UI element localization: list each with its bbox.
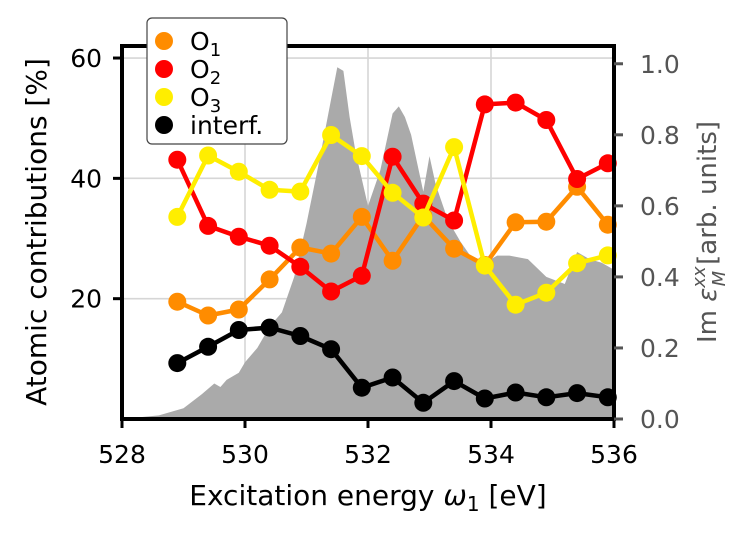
data-point (475, 256, 494, 275)
data-point (352, 147, 371, 166)
data-point (383, 368, 402, 387)
data-point (537, 283, 556, 302)
data-point (506, 93, 525, 112)
data-point (537, 111, 556, 129)
data-point (322, 126, 341, 144)
data-point (322, 244, 341, 263)
data-point (291, 257, 310, 276)
data-point (506, 295, 525, 314)
svg-text:interf.: interf. (190, 111, 263, 140)
x-axis-title: Excitation energy ω1 [eV] (189, 479, 546, 516)
data-point (445, 372, 464, 391)
series-interf (168, 318, 617, 412)
data-point (537, 212, 556, 231)
data-point (229, 300, 248, 319)
data-point (568, 170, 587, 188)
data-point (168, 354, 187, 373)
data-point (229, 162, 248, 181)
y2-tick-label: 0.4 (640, 263, 680, 292)
legend-marker-o1 (155, 32, 173, 50)
legend-marker-o3 (155, 88, 173, 106)
x-tick-label: 534 (467, 440, 515, 469)
x-tick-label: 536 (590, 440, 638, 469)
svg-text:O1: O1 (190, 27, 221, 61)
data-point (352, 378, 371, 397)
data-point (199, 306, 218, 325)
legend-entry-o3: O3 (155, 83, 221, 117)
data-point (568, 254, 587, 273)
y2-axis-title: Im εxxM[arb. units] (689, 121, 730, 343)
data-point (445, 138, 464, 157)
data-point (168, 150, 187, 169)
y2-tick-label: 1.0 (640, 50, 680, 79)
series-o3 (168, 126, 617, 314)
data-point (322, 282, 341, 301)
legend-frame (146, 17, 288, 145)
data-point (291, 327, 310, 345)
data-point (260, 236, 279, 255)
data-point (229, 321, 248, 339)
data-point (475, 389, 494, 408)
legend: O1 O2 O3 interf. (146, 17, 288, 145)
data-point (260, 318, 279, 337)
y2-tick-label: 0.2 (640, 334, 680, 363)
data-point (168, 292, 187, 311)
ticks: 528 530 532 534 536 20 40 60 0.0 0.2 0.4 0.6 0.8 1.0 (70, 44, 680, 469)
data-point (352, 207, 371, 226)
data-point (414, 393, 433, 412)
data-point (229, 227, 248, 246)
data-point (291, 182, 310, 201)
data-point (383, 251, 402, 270)
legend-entry-o1: O1 (155, 27, 221, 61)
svg-text:O3: O3 (190, 83, 221, 117)
data-point (322, 340, 341, 359)
data-point (445, 211, 464, 230)
data-point (352, 266, 371, 285)
legend-entry-interf: interf. (155, 111, 263, 140)
data-point (506, 383, 525, 402)
data-point (260, 180, 279, 199)
data-point (445, 239, 464, 258)
legend-marker-interf (155, 116, 173, 134)
series-layer (168, 93, 617, 412)
data-point (383, 147, 402, 166)
y2-tick-label: 0.0 (640, 405, 680, 434)
svg-text:O2: O2 (190, 55, 221, 89)
data-point (414, 208, 433, 227)
x-tick-label: 528 (98, 440, 146, 469)
data-point (199, 216, 218, 235)
data-point (291, 238, 310, 257)
data-point (168, 207, 187, 226)
legend-marker-o2 (155, 60, 173, 78)
y2-tick-label: 0.6 (640, 192, 680, 221)
y-tick-label: 40 (70, 164, 102, 193)
data-point (199, 337, 218, 356)
data-point (199, 146, 218, 165)
legend-entry-o2: O2 (155, 55, 221, 89)
data-point (537, 388, 556, 407)
data-point (260, 270, 279, 289)
y-axis-title: Atomic contributions [%] (20, 58, 53, 406)
data-point (568, 384, 587, 403)
x-tick-label: 532 (344, 440, 392, 469)
y-tick-label: 60 (70, 44, 102, 73)
data-point (475, 95, 494, 114)
data-point (383, 183, 402, 202)
data-point (506, 213, 525, 232)
y2-tick-label: 0.8 (640, 121, 680, 150)
y-tick-label: 20 (70, 285, 102, 314)
x-tick-label: 530 (221, 440, 269, 469)
